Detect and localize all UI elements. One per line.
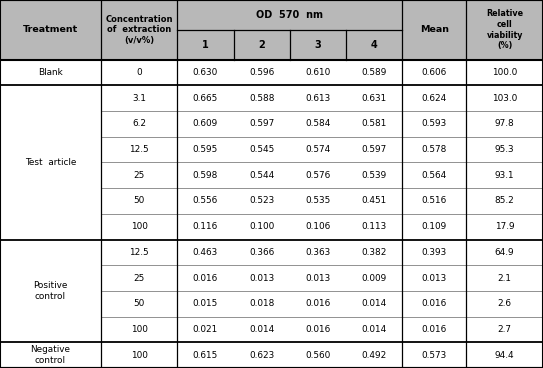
Text: 93.1: 93.1 xyxy=(495,171,515,180)
Text: 0.106: 0.106 xyxy=(305,222,331,231)
Text: 0.606: 0.606 xyxy=(421,68,447,77)
Text: 0.596: 0.596 xyxy=(249,68,274,77)
Text: 0.576: 0.576 xyxy=(305,171,331,180)
Text: 0.581: 0.581 xyxy=(361,119,387,128)
Text: 0.016: 0.016 xyxy=(193,273,218,283)
Text: 2.1: 2.1 xyxy=(498,273,512,283)
Text: 0.597: 0.597 xyxy=(249,119,274,128)
Text: 12.5: 12.5 xyxy=(129,145,149,154)
Text: 0.013: 0.013 xyxy=(421,273,447,283)
Text: 0.516: 0.516 xyxy=(421,197,447,205)
Text: Negative
control: Negative control xyxy=(30,345,71,365)
Text: 50: 50 xyxy=(134,197,144,205)
Text: 0.624: 0.624 xyxy=(421,94,447,103)
Text: 0.560: 0.560 xyxy=(305,351,331,360)
Text: 0.013: 0.013 xyxy=(249,273,274,283)
Text: Positive
control: Positive control xyxy=(33,281,67,301)
Text: 100: 100 xyxy=(131,351,148,360)
Text: 0.523: 0.523 xyxy=(249,197,274,205)
Text: 0.610: 0.610 xyxy=(305,68,331,77)
Text: 0.014: 0.014 xyxy=(362,325,387,334)
Text: 0.535: 0.535 xyxy=(305,197,331,205)
Text: 6.2: 6.2 xyxy=(132,119,146,128)
Text: 100: 100 xyxy=(131,222,148,231)
Text: 0.451: 0.451 xyxy=(362,197,387,205)
Text: 3.1: 3.1 xyxy=(132,94,146,103)
Text: 0.574: 0.574 xyxy=(305,145,331,154)
Text: 0.545: 0.545 xyxy=(249,145,274,154)
Text: 0.018: 0.018 xyxy=(249,299,274,308)
Text: 0.556: 0.556 xyxy=(193,197,218,205)
Text: 2.6: 2.6 xyxy=(498,299,512,308)
Text: 0: 0 xyxy=(136,68,142,77)
Text: 25: 25 xyxy=(134,171,144,180)
Text: 100: 100 xyxy=(131,325,148,334)
Text: 2.7: 2.7 xyxy=(498,325,512,334)
Text: 0.015: 0.015 xyxy=(193,299,218,308)
Text: Concentration
of  extraction
(v/v%): Concentration of extraction (v/v%) xyxy=(105,15,173,45)
Text: 0.116: 0.116 xyxy=(193,222,218,231)
Text: 0.584: 0.584 xyxy=(305,119,331,128)
Text: 85.2: 85.2 xyxy=(495,197,515,205)
Text: 0.016: 0.016 xyxy=(421,299,447,308)
Text: 25: 25 xyxy=(134,273,144,283)
Text: 12.5: 12.5 xyxy=(129,248,149,257)
Text: OD  570  nm: OD 570 nm xyxy=(256,10,323,20)
Text: 0.665: 0.665 xyxy=(193,94,218,103)
Text: 0.463: 0.463 xyxy=(193,248,218,257)
Text: 0.014: 0.014 xyxy=(362,299,387,308)
Text: 1: 1 xyxy=(202,40,209,50)
Text: 0.016: 0.016 xyxy=(305,325,331,334)
Text: 0.544: 0.544 xyxy=(249,171,274,180)
Text: Test  article: Test article xyxy=(24,158,76,167)
Text: 4: 4 xyxy=(371,40,377,50)
Text: 3: 3 xyxy=(314,40,321,50)
Text: 0.609: 0.609 xyxy=(193,119,218,128)
Text: Blank: Blank xyxy=(38,68,63,77)
Text: 0.366: 0.366 xyxy=(249,248,274,257)
Text: 0.595: 0.595 xyxy=(193,145,218,154)
Text: 0.014: 0.014 xyxy=(249,325,274,334)
Text: Mean: Mean xyxy=(420,25,449,34)
Text: 0.109: 0.109 xyxy=(421,222,447,231)
Text: 103.0: 103.0 xyxy=(492,94,517,103)
Text: 0.100: 0.100 xyxy=(249,222,274,231)
Text: 2: 2 xyxy=(258,40,265,50)
Text: 0.492: 0.492 xyxy=(362,351,387,360)
Text: 0.631: 0.631 xyxy=(362,94,387,103)
Text: 0.363: 0.363 xyxy=(305,248,331,257)
Text: 95.3: 95.3 xyxy=(495,145,515,154)
Text: 0.021: 0.021 xyxy=(193,325,218,334)
Text: 50: 50 xyxy=(134,299,144,308)
Text: 64.9: 64.9 xyxy=(495,248,515,257)
Text: 0.573: 0.573 xyxy=(421,351,447,360)
Text: 0.598: 0.598 xyxy=(193,171,218,180)
Text: 17.9: 17.9 xyxy=(495,222,515,231)
Text: 0.113: 0.113 xyxy=(362,222,387,231)
Text: 0.009: 0.009 xyxy=(362,273,387,283)
Text: 0.393: 0.393 xyxy=(421,248,447,257)
Text: 100.0: 100.0 xyxy=(492,68,517,77)
Text: 0.593: 0.593 xyxy=(421,119,447,128)
Text: Treatment: Treatment xyxy=(23,25,78,34)
Text: 94.4: 94.4 xyxy=(495,351,515,360)
Text: Relative
cell
viability
(%): Relative cell viability (%) xyxy=(486,9,523,50)
Text: 0.016: 0.016 xyxy=(305,299,331,308)
Text: 0.589: 0.589 xyxy=(361,68,387,77)
Text: 0.564: 0.564 xyxy=(421,171,447,180)
Text: 0.382: 0.382 xyxy=(361,248,387,257)
Text: 0.630: 0.630 xyxy=(193,68,218,77)
Text: 0.613: 0.613 xyxy=(305,94,331,103)
Text: 0.623: 0.623 xyxy=(249,351,274,360)
Text: 0.615: 0.615 xyxy=(193,351,218,360)
Text: 0.578: 0.578 xyxy=(421,145,447,154)
Text: 0.016: 0.016 xyxy=(421,325,447,334)
Text: 97.8: 97.8 xyxy=(495,119,515,128)
Text: 0.013: 0.013 xyxy=(305,273,331,283)
Text: 0.539: 0.539 xyxy=(362,171,387,180)
Text: 0.588: 0.588 xyxy=(249,94,274,103)
Text: 0.597: 0.597 xyxy=(362,145,387,154)
